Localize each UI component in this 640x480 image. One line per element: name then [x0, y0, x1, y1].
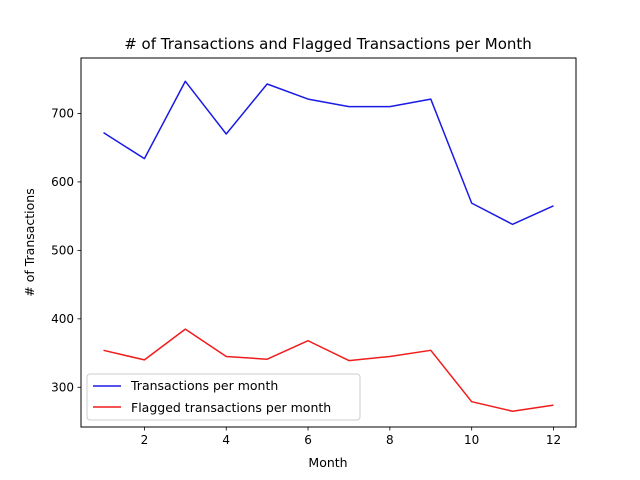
legend-label-transactions: Transactions per month [130, 378, 278, 393]
plot-area [81, 58, 576, 427]
y-tick-label: 300 [51, 380, 74, 394]
y-tick-label: 500 [51, 243, 74, 257]
y-tick-label: 400 [51, 312, 74, 326]
x-tick-label: 2 [141, 433, 149, 447]
legend-box [86, 373, 361, 421]
series-layer [103, 80, 554, 412]
chart-title: # of Transactions and Flagged Transactio… [124, 35, 532, 53]
y-tick-label: 600 [51, 175, 74, 189]
y-axis-label: # of Transactions [22, 188, 37, 297]
series-line-1 [103, 328, 554, 412]
plot-frame [80, 57, 577, 428]
x-tick-label: 8 [386, 433, 394, 447]
x-tick-label: 12 [546, 433, 561, 447]
legend-label-flagged: Flagged transactions per month [131, 400, 331, 415]
x-tick-label: 10 [464, 433, 479, 447]
x-axis: 2 4 6 8 10 12 [141, 427, 561, 447]
y-axis: 300 400 500 600 700 [51, 106, 81, 394]
x-axis-label: Month [308, 455, 347, 470]
y-tick-label: 700 [51, 106, 74, 120]
legend: Transactions per month Flagged transacti… [86, 373, 361, 421]
series-line-0 [103, 80, 554, 226]
x-tick-label: 4 [222, 433, 230, 447]
x-tick-label: 6 [304, 433, 312, 447]
